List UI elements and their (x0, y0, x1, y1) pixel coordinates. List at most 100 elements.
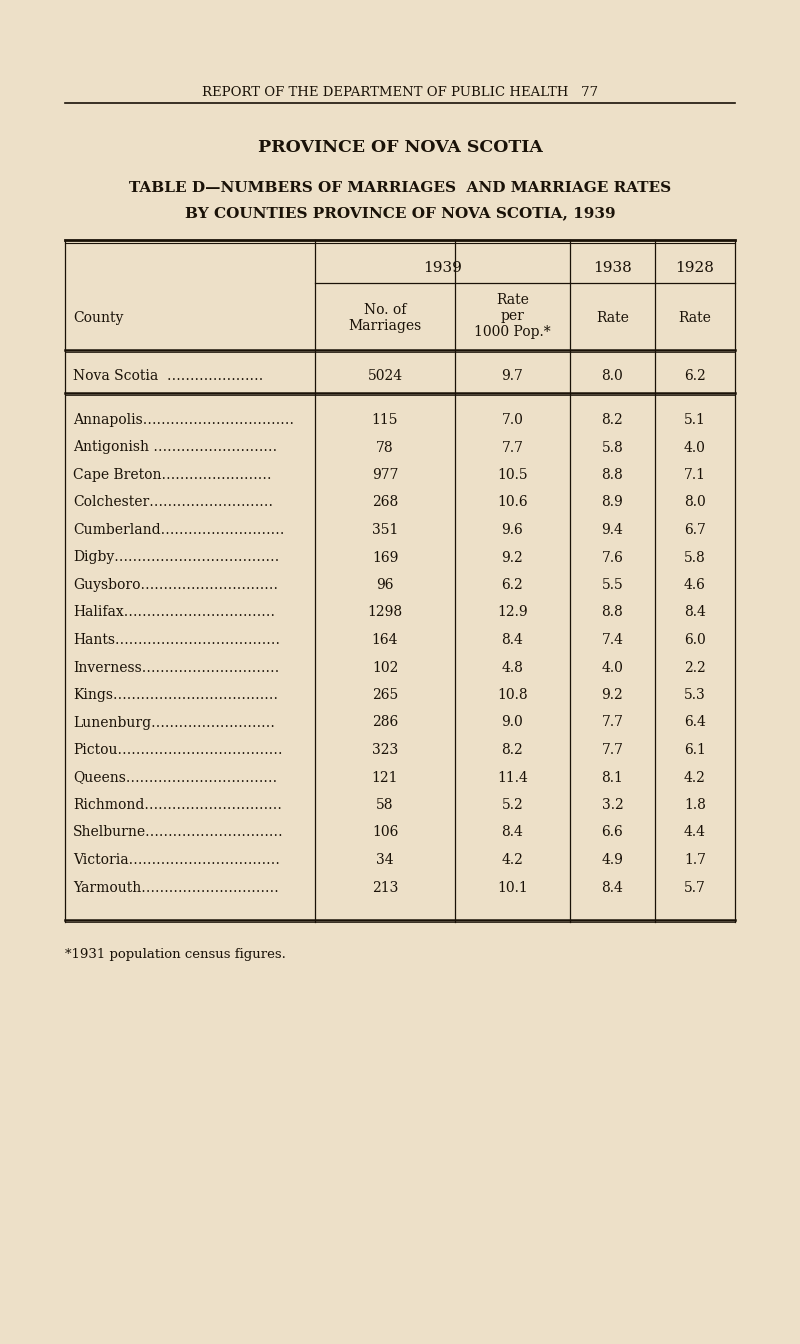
Text: Guysboro…………………………: Guysboro………………………… (73, 578, 278, 591)
Text: 10.5: 10.5 (497, 468, 528, 482)
Text: 5.7: 5.7 (684, 880, 706, 895)
Text: Yarmouth…………………………: Yarmouth………………………… (73, 880, 278, 895)
Text: 121: 121 (372, 770, 398, 785)
Text: Queens……………………………: Queens…………………………… (73, 770, 277, 785)
Text: 9.6: 9.6 (502, 523, 523, 538)
Text: Halifax……………………………: Halifax…………………………… (73, 606, 275, 620)
Text: 8.4: 8.4 (602, 880, 623, 895)
Text: Digby………………………………: Digby……………………………… (73, 551, 279, 564)
Text: Cumberland………………………: Cumberland……………………… (73, 523, 284, 538)
Text: 12.9: 12.9 (497, 606, 528, 620)
Text: 5.1: 5.1 (684, 413, 706, 427)
Text: 4.6: 4.6 (684, 578, 706, 591)
Text: 8.2: 8.2 (502, 743, 523, 757)
Text: 96: 96 (376, 578, 394, 591)
Text: 5024: 5024 (367, 370, 402, 383)
Text: 9.2: 9.2 (602, 688, 623, 702)
Text: 6.0: 6.0 (684, 633, 706, 646)
Text: Cape Breton……………………: Cape Breton…………………… (73, 468, 271, 482)
Text: 8.1: 8.1 (602, 770, 623, 785)
Text: 9.4: 9.4 (602, 523, 623, 538)
Text: 8.4: 8.4 (502, 633, 523, 646)
Text: TABLE D—NUMBERS OF MARRIAGES  AND MARRIAGE RATES: TABLE D—NUMBERS OF MARRIAGES AND MARRIAG… (129, 181, 671, 195)
Text: 8.4: 8.4 (502, 825, 523, 840)
Text: 6.2: 6.2 (684, 370, 706, 383)
Text: 1.8: 1.8 (684, 798, 706, 812)
Text: 5.8: 5.8 (684, 551, 706, 564)
Text: 7.7: 7.7 (602, 715, 623, 730)
Text: 1928: 1928 (675, 261, 714, 276)
Text: County: County (73, 310, 123, 325)
Text: 10.1: 10.1 (497, 880, 528, 895)
Text: 115: 115 (372, 413, 398, 427)
Text: PROVINCE OF NOVA SCOTIA: PROVINCE OF NOVA SCOTIA (258, 140, 542, 156)
Text: 6.4: 6.4 (684, 715, 706, 730)
Text: Hants………………………………: Hants……………………………… (73, 633, 280, 646)
Text: Annapolis……………………………: Annapolis…………………………… (73, 413, 294, 427)
Text: 8.4: 8.4 (684, 606, 706, 620)
Text: 6.6: 6.6 (602, 825, 623, 840)
Text: Richmond…………………………: Richmond………………………… (73, 798, 282, 812)
Text: 11.4: 11.4 (497, 770, 528, 785)
Text: 106: 106 (372, 825, 398, 840)
Text: 5.2: 5.2 (502, 798, 523, 812)
Text: 7.7: 7.7 (602, 743, 623, 757)
Text: 4.8: 4.8 (502, 660, 523, 675)
Text: Rate: Rate (678, 310, 711, 325)
Text: Antigonish ………………………: Antigonish ……………………… (73, 441, 277, 454)
Text: 8.2: 8.2 (602, 413, 623, 427)
Text: 9.0: 9.0 (502, 715, 523, 730)
Text: 268: 268 (372, 496, 398, 509)
Text: 265: 265 (372, 688, 398, 702)
Text: 5.3: 5.3 (684, 688, 706, 702)
Text: 7.6: 7.6 (602, 551, 623, 564)
Text: 351: 351 (372, 523, 398, 538)
Text: 10.8: 10.8 (497, 688, 528, 702)
Text: 1.7: 1.7 (684, 853, 706, 867)
Text: Lunenburg………………………: Lunenburg……………………… (73, 715, 275, 730)
Text: 8.0: 8.0 (684, 496, 706, 509)
Text: 7.4: 7.4 (602, 633, 623, 646)
Text: 9.2: 9.2 (502, 551, 523, 564)
Text: 1298: 1298 (367, 606, 402, 620)
Text: Colchester………………………: Colchester……………………… (73, 496, 273, 509)
Text: 323: 323 (372, 743, 398, 757)
Text: 78: 78 (376, 441, 394, 454)
Text: 6.2: 6.2 (502, 578, 523, 591)
Text: Shelburne…………………………: Shelburne………………………… (73, 825, 284, 840)
Text: 6.1: 6.1 (684, 743, 706, 757)
Text: 8.8: 8.8 (602, 606, 623, 620)
Text: Inverness…………………………: Inverness………………………… (73, 660, 279, 675)
Text: 4.0: 4.0 (684, 441, 706, 454)
Text: 6.7: 6.7 (684, 523, 706, 538)
Text: BY COUNTIES PROVINCE OF NOVA SCOTIA, 1939: BY COUNTIES PROVINCE OF NOVA SCOTIA, 193… (185, 206, 615, 220)
Text: Rate: Rate (596, 310, 629, 325)
Text: 3.2: 3.2 (602, 798, 623, 812)
Text: 1939: 1939 (423, 261, 462, 276)
Text: 8.8: 8.8 (602, 468, 623, 482)
Text: 58: 58 (376, 798, 394, 812)
Text: 164: 164 (372, 633, 398, 646)
Text: Nova Scotia  …………………: Nova Scotia ………………… (73, 370, 263, 383)
Text: Victoria……………………………: Victoria…………………………… (73, 853, 280, 867)
Text: 286: 286 (372, 715, 398, 730)
Text: Pictou………………………………: Pictou……………………………… (73, 743, 282, 757)
Text: *1931 population census figures.: *1931 population census figures. (65, 948, 286, 961)
Text: 1938: 1938 (593, 261, 632, 276)
Text: 213: 213 (372, 880, 398, 895)
Text: 10.6: 10.6 (497, 496, 528, 509)
Text: 8.9: 8.9 (602, 496, 623, 509)
Text: 4.4: 4.4 (684, 825, 706, 840)
Text: 2.2: 2.2 (684, 660, 706, 675)
Text: 7.7: 7.7 (502, 441, 523, 454)
Text: 9.7: 9.7 (502, 370, 523, 383)
Text: 34: 34 (376, 853, 394, 867)
Text: 7.0: 7.0 (502, 413, 523, 427)
Text: 5.8: 5.8 (602, 441, 623, 454)
Text: 5.5: 5.5 (602, 578, 623, 591)
Text: 4.2: 4.2 (502, 853, 523, 867)
Text: REPORT OF THE DEPARTMENT OF PUBLIC HEALTH   77: REPORT OF THE DEPARTMENT OF PUBLIC HEALT… (202, 86, 598, 99)
Text: 102: 102 (372, 660, 398, 675)
Text: No. of
Marriages: No. of Marriages (348, 302, 422, 333)
Text: 4.2: 4.2 (684, 770, 706, 785)
